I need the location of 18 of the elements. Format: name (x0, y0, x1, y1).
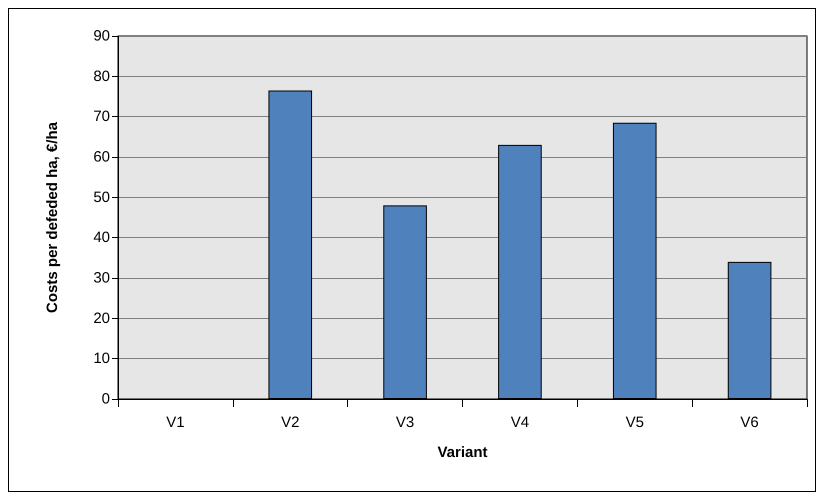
y-tick-label: 20 (93, 310, 110, 327)
x-tick-label: V2 (281, 414, 300, 431)
y-tick-label: 40 (93, 229, 110, 246)
x-tick-label: V6 (740, 414, 759, 431)
x-tick-label: V3 (396, 414, 414, 431)
y-tick-label: 90 (93, 28, 110, 44)
y-tick-label: 70 (93, 108, 110, 126)
x-tick-label: V1 (166, 414, 185, 431)
x-tick-label: V5 (626, 414, 644, 431)
y-tick-label: 50 (93, 188, 110, 206)
y-axis-title: Costs per defeded ha, €/ha (44, 121, 61, 313)
y-tick-label: 30 (93, 270, 110, 286)
y-tick-label: 60 (93, 148, 110, 166)
x-tick-label: V4 (510, 414, 530, 431)
y-tick-label: 0 (102, 390, 110, 408)
y-tick-label: 80 (93, 68, 110, 85)
y-tick-label: 10 (93, 350, 110, 368)
x-axis-title: Variant (437, 444, 488, 461)
